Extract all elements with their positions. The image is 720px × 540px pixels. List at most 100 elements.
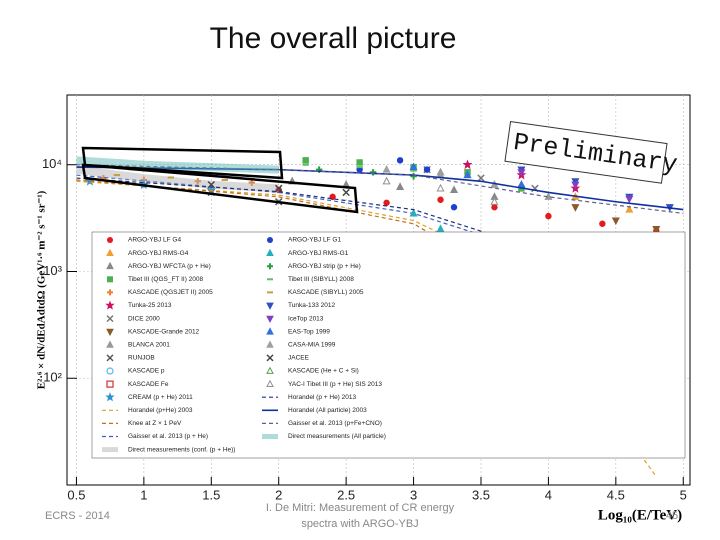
series — [75, 165, 279, 193]
marker — [369, 169, 377, 176]
footer-left: ECRS - 2014 — [45, 510, 110, 522]
legend-label: CREAM (p + He) 2011 — [128, 394, 193, 401]
legend-label: DICE 2000 — [128, 315, 160, 322]
marker — [450, 204, 458, 211]
marker — [571, 204, 580, 212]
marker — [436, 224, 445, 233]
marker — [106, 367, 114, 375]
series-line — [76, 177, 549, 254]
marker — [107, 289, 113, 296]
marker — [477, 174, 485, 182]
series — [76, 156, 279, 174]
marker — [491, 204, 498, 211]
marker — [545, 212, 552, 220]
marker — [105, 300, 115, 310]
legend-label: ARGO-YBJ LF G4 — [128, 237, 181, 244]
x-tick-label: 2 — [275, 487, 282, 502]
marker — [625, 195, 634, 204]
marker — [652, 225, 661, 234]
legend-label: KASCADE (QGSJET II) 2005 — [128, 289, 213, 296]
marker — [266, 327, 274, 335]
marker — [436, 183, 445, 192]
marker — [266, 340, 274, 348]
slide-title: The overall picture — [210, 22, 457, 55]
marker — [106, 248, 114, 256]
series — [302, 163, 417, 172]
marker — [266, 366, 274, 374]
series — [76, 164, 684, 215]
legend-label: KASCADE (SIBYLL) 2005 — [288, 289, 364, 296]
marker — [463, 170, 472, 179]
legend-label: ARGO-YBJ RMS-G1 — [288, 250, 349, 257]
box-outline — [81, 146, 284, 180]
footer-center: spectra with ARGO-YBJ — [301, 518, 418, 530]
marker — [409, 162, 418, 171]
legend-label: KASCADE (He + C + Si) — [288, 368, 359, 375]
marker — [462, 159, 473, 170]
legend-label: Gaisser et al. 2013 (p+Fe+CNO) — [288, 420, 382, 427]
marker — [106, 354, 114, 362]
x-tick-label: 2.5 — [337, 487, 355, 502]
series — [315, 166, 417, 180]
marker — [396, 182, 405, 190]
marker — [396, 157, 404, 164]
legend-label: KASCADE-Grande 2012 — [128, 328, 200, 335]
marker — [107, 276, 113, 283]
legend-label: Tibet III (SIBYLL) 2008 — [288, 276, 354, 283]
legend-box — [91, 231, 686, 459]
legend-label: ARGO-YBJ WFCTA (p + He) — [128, 263, 211, 270]
box-outline — [81, 163, 359, 214]
marker — [106, 340, 114, 348]
marker — [266, 354, 274, 362]
legend-label: ARGO-YBJ strip (p + He) — [288, 263, 361, 270]
marker — [105, 392, 115, 402]
marker — [356, 159, 363, 166]
y-tick-label: 10⁴ — [42, 156, 62, 171]
legend-label: Tibet III (QGS_FT II) 2008 — [128, 276, 204, 283]
series-line — [75, 165, 279, 193]
series-line — [76, 156, 279, 174]
marker — [611, 217, 620, 226]
x-tick-label: 0.5 — [67, 487, 85, 502]
series — [76, 177, 549, 254]
x-tick-label: 4.5 — [607, 487, 625, 502]
legend-label: JACEE — [288, 355, 310, 362]
series — [382, 176, 499, 205]
series — [113, 174, 228, 181]
legend-label: BLANCA 2001 — [128, 342, 170, 349]
x-tick-label: 1 — [140, 487, 147, 502]
marker — [266, 315, 274, 323]
series — [571, 204, 661, 234]
y-tick-label: 10² — [43, 370, 62, 385]
legend-label: KASCADE p — [128, 368, 165, 375]
marker — [625, 205, 634, 213]
legend-label: ARGO-YBJ LF G1 — [288, 237, 341, 244]
series-line — [76, 164, 684, 215]
legend-label: Knee at Z × 1 PeV — [128, 420, 182, 427]
marker — [517, 169, 526, 177]
marker — [382, 165, 391, 173]
marker — [571, 181, 580, 190]
marker — [423, 166, 431, 173]
marker — [409, 208, 418, 217]
marker — [107, 237, 113, 243]
marker — [267, 237, 273, 243]
marker — [106, 328, 114, 337]
marker — [106, 315, 114, 323]
legend-label: Direct measurements (conf. (p + He)) — [128, 446, 235, 453]
y-tick-label: 10³ — [43, 263, 62, 278]
legend-label: Direct measurements (All particle) — [288, 433, 386, 440]
marker — [106, 261, 114, 270]
marker — [437, 196, 444, 203]
marker — [274, 184, 283, 193]
legend-label: KASCADE Fe — [128, 381, 169, 388]
marker — [266, 248, 274, 256]
legend-label: CASA-MIA 1999 — [288, 342, 336, 349]
marker — [410, 173, 417, 180]
marker — [449, 185, 459, 194]
marker — [342, 188, 350, 197]
marker — [599, 220, 606, 227]
x-tick-label: 3 — [410, 487, 417, 502]
legend-label: Horandel (p+He) 2003 — [128, 407, 193, 414]
